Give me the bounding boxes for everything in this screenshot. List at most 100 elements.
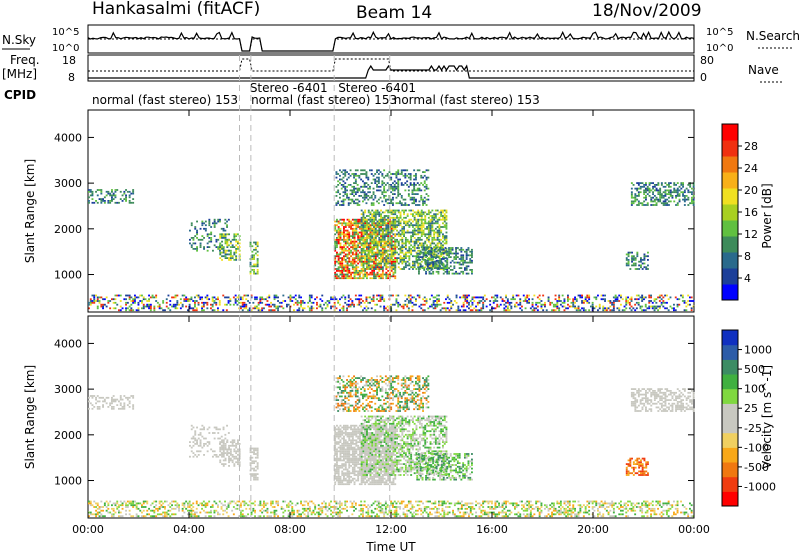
data-cell [353, 273, 356, 276]
data-cell [383, 240, 386, 243]
data-cell [369, 248, 372, 250]
data-cell [652, 193, 654, 195]
data-cell [406, 305, 409, 308]
data-cell [107, 192, 110, 195]
data-cell [134, 294, 136, 297]
data-cell [210, 506, 212, 508]
data-cell [422, 218, 425, 221]
data-cell [381, 235, 384, 237]
data-cell [268, 303, 271, 306]
data-cell [636, 251, 639, 254]
data-cell [358, 277, 361, 280]
data-cell [443, 235, 446, 237]
data-cell [374, 259, 377, 261]
data-cell [374, 257, 377, 259]
data-cell [377, 189, 380, 192]
data-cell [422, 257, 425, 259]
data-cell [417, 209, 420, 212]
data-cell [351, 173, 354, 175]
data-cell [394, 233, 397, 236]
data-cell [381, 173, 384, 175]
data-cell [450, 301, 453, 304]
data-cell [337, 226, 340, 228]
data-cell [284, 509, 287, 512]
data-cell [471, 272, 473, 275]
data-cell [510, 301, 513, 304]
data-cell [243, 305, 246, 308]
data-cell [536, 301, 539, 304]
data-cell [181, 502, 184, 505]
data-cell [379, 296, 382, 299]
data-cell [339, 231, 342, 234]
data-cell [346, 196, 348, 199]
data-cell [358, 275, 361, 278]
data-cell [446, 307, 449, 310]
data-cell [406, 251, 409, 254]
data-cell [301, 507, 304, 510]
data-cell [390, 259, 393, 261]
data-cell [264, 504, 267, 507]
data-cell [404, 257, 407, 259]
data-cell [353, 237, 356, 239]
data-cell [328, 301, 331, 304]
data-cell [449, 261, 452, 264]
data-cell [353, 173, 355, 175]
data-cell [204, 220, 207, 223]
data-cell [195, 294, 198, 297]
data-cell [132, 301, 135, 304]
data-cell [164, 513, 166, 516]
data-cell [346, 218, 349, 221]
data-cell [448, 247, 450, 249]
data-cell [417, 249, 420, 252]
data-cell [358, 237, 361, 239]
data-cell [342, 309, 345, 312]
data-cell [348, 275, 351, 278]
data-cell [310, 301, 313, 304]
data-cell [174, 507, 177, 510]
data-cell [231, 244, 234, 247]
data-cell [505, 309, 507, 312]
data-cell [664, 301, 667, 304]
data-cell [100, 201, 103, 204]
data-cell [551, 309, 553, 312]
data-cell [648, 305, 651, 308]
data-cell [235, 248, 238, 250]
data-cell [394, 246, 397, 248]
data-cell [156, 507, 159, 510]
data-cell [433, 231, 436, 234]
data-cell [390, 240, 393, 243]
data-cell [155, 300, 158, 302]
data-cell [367, 266, 370, 269]
data-cell [675, 191, 677, 194]
data-cell [430, 247, 433, 249]
data-cell [678, 185, 681, 188]
data-cell [644, 305, 647, 308]
data-cell [471, 298, 474, 301]
data-cell [652, 182, 654, 184]
data-cell [556, 301, 559, 304]
data-cell [358, 174, 361, 177]
data-cell [383, 169, 386, 172]
data-cell [153, 309, 156, 312]
data-cell [305, 507, 308, 510]
data-cell [237, 240, 239, 243]
data-cell [595, 298, 598, 301]
data-cell [399, 215, 402, 217]
data-cell [451, 272, 454, 275]
data-cell [351, 224, 354, 227]
data-cell [376, 294, 378, 297]
data-cell [231, 257, 234, 259]
data-cell [464, 294, 467, 297]
data-cell [357, 246, 360, 248]
data-cell [385, 224, 388, 227]
data-cell [381, 231, 384, 234]
data-cell [172, 303, 175, 306]
data-cell [581, 307, 583, 310]
data-cell [666, 294, 668, 297]
data-cell [100, 198, 103, 200]
data-cell [690, 309, 693, 312]
data-cell [655, 301, 658, 304]
data-cell [378, 277, 381, 280]
data-cell [381, 200, 384, 203]
data-cell [128, 294, 131, 297]
